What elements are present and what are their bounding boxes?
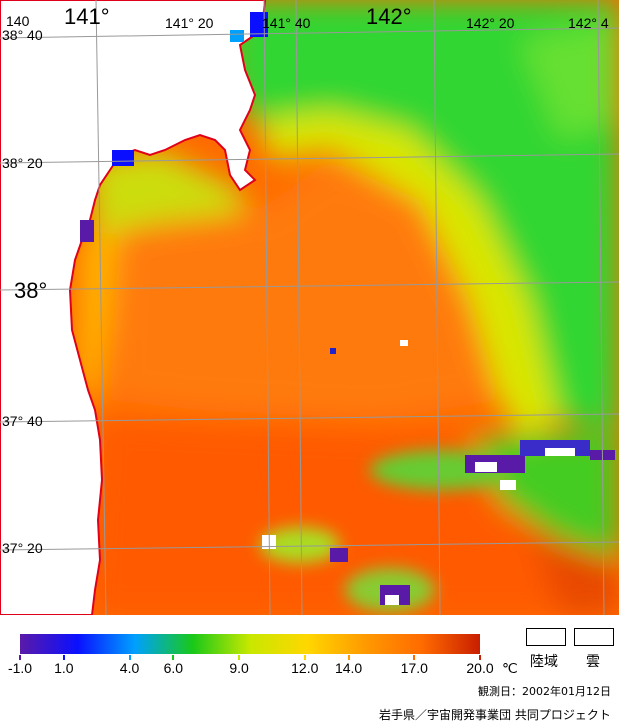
scale-tick-label: 17.0 xyxy=(400,660,428,676)
latitude-label: 38° 20 xyxy=(2,155,43,171)
scale-tick-label: 4.0 xyxy=(119,660,140,676)
longitude-label: 142° xyxy=(366,4,412,29)
land-legend-label: 陸域 xyxy=(530,654,558,670)
coastal-cold-patch xyxy=(230,30,244,42)
cloud-legend-label: 雲 xyxy=(586,654,600,670)
observation-date: 観測日：2002年01月12日 xyxy=(478,685,611,698)
latitude-label: 37° 40 xyxy=(2,413,43,429)
scale-tick-mark xyxy=(172,655,175,660)
scale-tick-mark xyxy=(19,655,21,660)
scale-tick-label: 12.0 xyxy=(291,660,319,676)
scale-tick-label: 6.0 xyxy=(163,660,184,676)
latitude-label: 38° xyxy=(14,278,48,303)
graticule xyxy=(0,0,619,615)
scale-tick-mark xyxy=(62,655,65,660)
scale-tick-label: 20.0 xyxy=(466,660,494,676)
scale-tick-mark xyxy=(413,655,416,660)
coastal-cold-patch xyxy=(80,220,94,242)
scale-tick-label: -1.0 xyxy=(7,660,33,676)
coastal-cold-patch xyxy=(250,12,268,37)
scale-tick-mark xyxy=(128,655,131,660)
temperature-unit: ℃ xyxy=(502,660,518,676)
cloud-patches xyxy=(260,450,510,612)
longitude-label: 141° 20 xyxy=(165,15,214,31)
cloud-pixels xyxy=(262,340,615,605)
scale-tick-mark xyxy=(347,655,350,660)
longitude-label: 140 xyxy=(6,13,30,29)
scale-tick-mark xyxy=(238,655,241,660)
project-credit: 岩手県／宇宙開発事業団 共同プロジェクト xyxy=(379,708,611,722)
latitude-label: 38° 40 xyxy=(2,27,43,43)
longitude-label: 141° xyxy=(64,4,110,29)
cloud-legend-swatch xyxy=(574,628,614,646)
scale-tick-label: 14.0 xyxy=(334,660,363,676)
latitude-label: 37° 20 xyxy=(2,540,43,556)
temperature-color-scale xyxy=(20,634,480,654)
longitude-label: 142° 20 xyxy=(466,15,515,31)
land-legend-swatch xyxy=(526,628,566,646)
scale-tick-mark xyxy=(479,655,481,660)
scale-tick-mark xyxy=(303,655,306,660)
longitude-label: 141° 40 xyxy=(262,15,311,31)
longitude-label: 142° 4 xyxy=(568,15,609,31)
coastal-cold-patch xyxy=(112,150,134,166)
scale-tick-label: 1.0 xyxy=(54,660,74,676)
scale-tick-label: 9.0 xyxy=(229,660,249,676)
sea-surface-temperature-map xyxy=(0,0,619,615)
